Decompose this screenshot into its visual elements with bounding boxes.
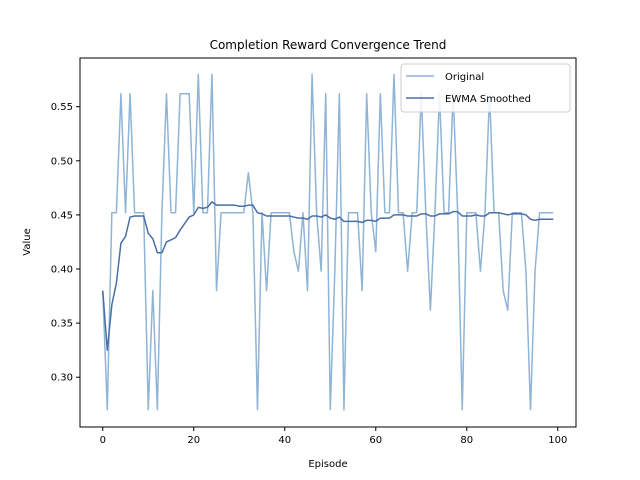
y-axis-label: Value [22,228,33,255]
series-line-ewma-smoothed [102,201,554,351]
axes: 0 20 40 60 80 100 0.30 0.35 0.40 0.45 0.50 0.55 [51,57,577,446]
y-tick-label: 0.35 [51,319,73,330]
legend-label-ewma-smoothed: EWMA Smoothed [445,94,531,105]
chart-title: Completion Reward Convergence Trend [210,38,447,52]
axes-frame [79,57,577,428]
x-tick-label: 0 [100,435,106,446]
y-tick-label: 0.40 [51,265,73,276]
x-axis-label: Episode [308,459,347,470]
legend-label-original: Original [445,72,484,83]
x-tick-label: 80 [460,435,473,446]
y-tick-label: 0.45 [51,210,73,221]
x-tick-label: 20 [187,435,200,446]
legend: Original EWMA Smoothed [400,63,571,113]
x-tick-label: 40 [278,435,291,446]
x-tick-label: 60 [369,435,382,446]
legend-frame [400,63,571,113]
series-line-original [102,73,554,411]
plot-area [102,73,554,411]
y-tick-label: 0.50 [51,156,73,167]
x-tick-label: 100 [548,435,567,446]
y-tick-label: 0.30 [51,373,73,384]
y-tick-label: 0.55 [51,102,73,113]
